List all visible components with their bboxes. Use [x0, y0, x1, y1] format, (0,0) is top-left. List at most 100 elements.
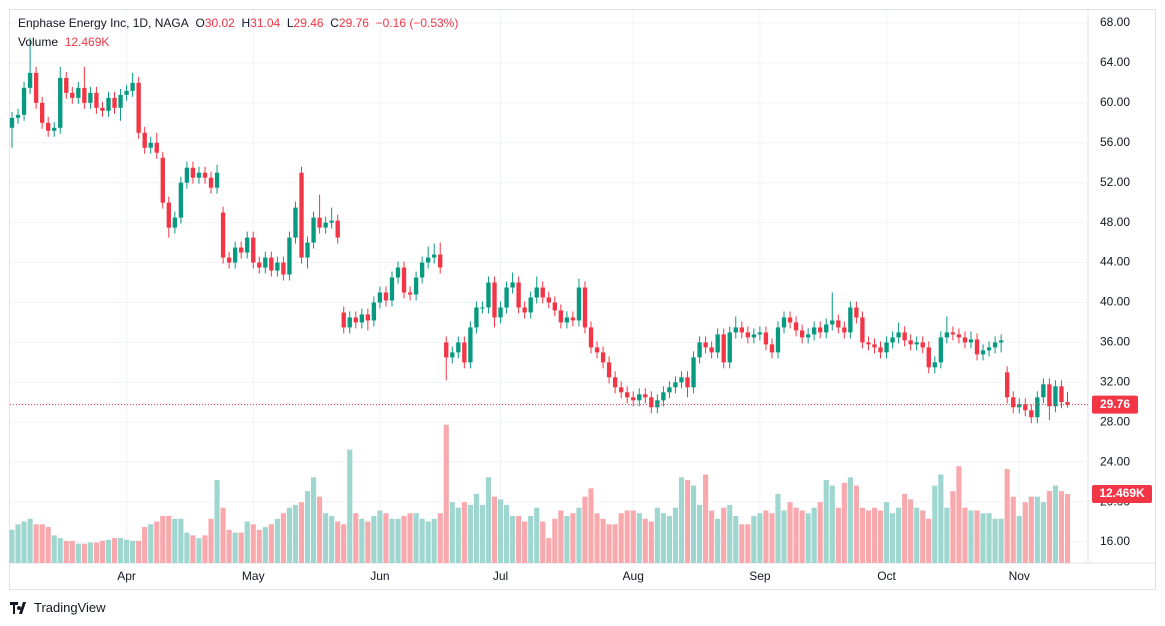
- brand: TradingView: [34, 600, 106, 615]
- candle-body: [974, 339, 980, 355]
- candle-body: [329, 220, 334, 223]
- volume-bar: [371, 515, 377, 563]
- volume-bar: [672, 507, 679, 563]
- candle-body: [184, 167, 190, 183]
- volume-bar: [419, 518, 425, 563]
- candle-body: [504, 287, 509, 308]
- volume-bar: [660, 513, 666, 563]
- volume-bar: [932, 485, 938, 563]
- candle-body: [395, 267, 401, 278]
- volume-bar: [841, 482, 847, 563]
- candle-body: [1053, 386, 1058, 407]
- candle-body: [365, 314, 371, 321]
- logo: [10, 601, 26, 614]
- volume-bar: [124, 539, 130, 563]
- legend-line: Enphase Energy Inc, 1D, NAGA O30.02 H31.…: [18, 16, 458, 30]
- candle-body: [733, 327, 738, 333]
- volume-bar: [274, 518, 280, 563]
- candle-body: [793, 322, 799, 331]
- candle-body: [546, 297, 551, 303]
- volume-bar: [528, 515, 534, 563]
- volume-bar: [1022, 502, 1028, 563]
- candle-body: [287, 237, 292, 275]
- volume-bar: [39, 524, 45, 563]
- volume-bar: [1046, 491, 1052, 563]
- volume-bar: [196, 538, 202, 563]
- volume-bar: [853, 485, 859, 563]
- volume-bar: [262, 527, 268, 563]
- volume-bar: [1052, 485, 1059, 563]
- candle-body: [950, 332, 956, 335]
- candle-body: [679, 377, 684, 383]
- candle-body: [1035, 397, 1040, 418]
- volume-bar: [883, 502, 890, 563]
- volume-bar: [805, 513, 811, 563]
- volume-bar: [298, 502, 305, 563]
- volume-bar: [353, 513, 359, 563]
- volume-bar: [461, 502, 467, 563]
- candle-body: [498, 307, 503, 318]
- candle-body: [202, 172, 208, 178]
- volume-bar: [564, 515, 570, 563]
- x-tick-label: Jun: [370, 569, 389, 583]
- candle-body: [655, 400, 660, 408]
- volume-bar: [244, 521, 250, 563]
- y-tick-label: 28.00: [1100, 414, 1130, 428]
- candle-body: [27, 72, 33, 88]
- volume-bar: [986, 513, 992, 563]
- volume-bar: [238, 532, 244, 563]
- volume-bar: [618, 513, 624, 563]
- candle-body: [998, 340, 1004, 343]
- volume-bar: [739, 524, 745, 563]
- ohlc-label: C: [330, 16, 339, 30]
- candle-body: [492, 282, 497, 318]
- volume-bar: [111, 538, 118, 563]
- volume-bar: [980, 513, 986, 563]
- candle-body: [413, 277, 419, 295]
- volume-bar: [871, 507, 878, 563]
- volume-bar: [1064, 494, 1071, 563]
- candle-body: [106, 97, 111, 111]
- candle-body: [812, 327, 817, 335]
- y-tick-label: 16.00: [1100, 534, 1130, 548]
- volume-bar: [81, 543, 87, 563]
- volume-bar: [998, 518, 1004, 563]
- candle-body: [486, 282, 491, 308]
- candle-body: [667, 387, 672, 393]
- candle-body: [540, 287, 545, 298]
- volume-bar: [57, 538, 63, 563]
- candle-body: [818, 327, 823, 333]
- volume-bar: [1034, 496, 1040, 563]
- volume-bar: [383, 513, 389, 563]
- candle-body: [878, 347, 883, 353]
- volume-bar: [33, 524, 39, 563]
- y-tick-label: 60.00: [1100, 95, 1130, 109]
- x-tick-label: Aug: [623, 569, 644, 583]
- volume-bar: [407, 513, 413, 563]
- volume-bar: [914, 507, 920, 563]
- candle-body: [112, 97, 117, 108]
- volume-bar: [99, 540, 106, 563]
- volume-bar: [775, 493, 781, 563]
- ohlc-label: L: [286, 16, 294, 30]
- ohlc-value: 29.46: [293, 16, 324, 30]
- candle-body: [872, 344, 877, 348]
- candle-body: [848, 307, 853, 333]
- candle-body: [968, 339, 974, 343]
- candle-body: [245, 237, 250, 253]
- y-tick-label: 40.00: [1100, 295, 1130, 309]
- candle-body: [293, 207, 298, 238]
- candle-body: [251, 237, 256, 263]
- volume-bar: [606, 524, 612, 563]
- volume-bar: [455, 507, 461, 563]
- volume-bar: [823, 480, 829, 563]
- candle-body: [902, 332, 907, 341]
- volume-bar: [425, 521, 431, 563]
- candle-body: [739, 327, 744, 333]
- candle-body: [377, 292, 383, 303]
- volume-bar: [166, 515, 172, 563]
- candle-body: [172, 217, 178, 228]
- candle-body: [21, 87, 27, 115]
- volume-bar: [636, 513, 642, 563]
- volume-bar: [703, 474, 709, 563]
